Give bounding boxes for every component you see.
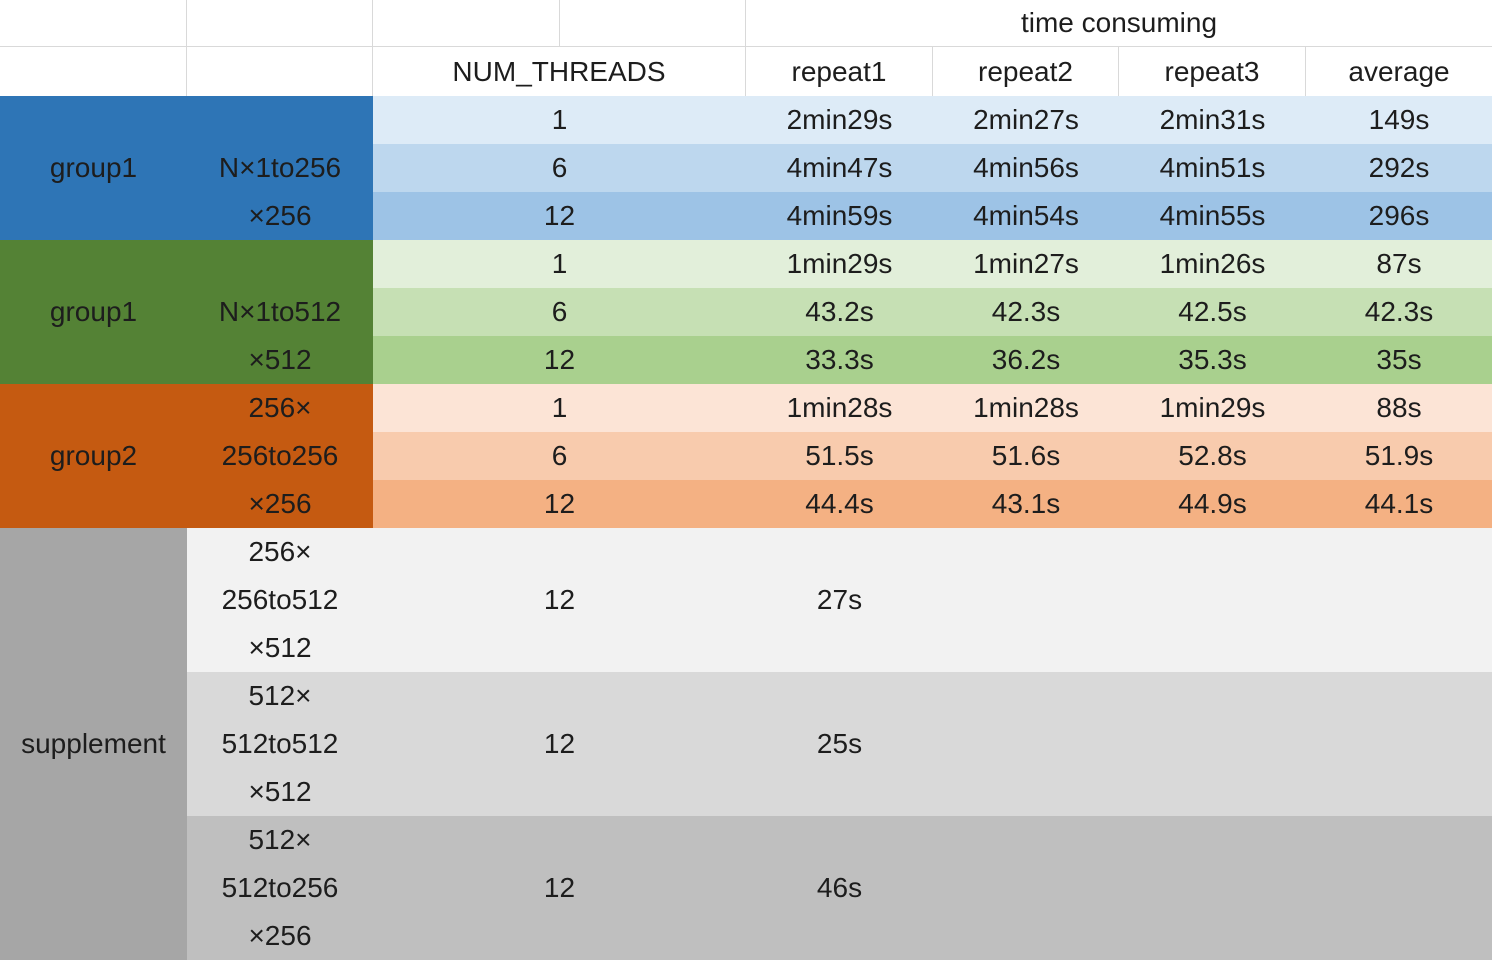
repeat2-cell: 1min28s [933, 384, 1119, 432]
group-label: group1 [0, 96, 187, 240]
average-cell: 149s [1306, 96, 1492, 144]
header-time-consuming: time consuming [746, 0, 1492, 47]
repeat1-cell: 33.3s [746, 336, 933, 384]
average-cell: 292s [1306, 144, 1492, 192]
repeat2-cell: 4min54s [933, 192, 1119, 240]
repeat1-cell: 1min28s [746, 384, 933, 432]
repeat3-cell: 42.5s [1119, 288, 1306, 336]
repeat3-cell: 44.9s [1119, 480, 1306, 528]
repeat1-cell: 1min29s [746, 240, 933, 288]
blank-cell [187, 0, 373, 47]
repeat1-cell: 25s [746, 672, 933, 816]
average-cell: 88s [1306, 384, 1492, 432]
repeat3-cell: 2min31s [1119, 96, 1306, 144]
repeat2-cell: 36.2s [933, 336, 1119, 384]
repeat3-cell: 52.8s [1119, 432, 1306, 480]
group-label: group1 [0, 240, 187, 384]
average-cell: 35s [1306, 336, 1492, 384]
threads-cell: 12 [373, 336, 746, 384]
header-average: average [1348, 55, 1450, 87]
blank-cell [0, 47, 187, 96]
header-repeat3: repeat3 [1119, 47, 1306, 96]
group-label: group2 [0, 384, 187, 528]
threads-cell: 12 [373, 816, 746, 960]
threads-cell: 1 [373, 384, 746, 432]
threads-cell: 6 [373, 144, 746, 192]
repeat2-cell: 42.3s [933, 288, 1119, 336]
repeat2-cell: 51.6s [933, 432, 1119, 480]
repeat2-cell: 2min27s [933, 96, 1119, 144]
repeat1-cell: 46s [746, 816, 933, 960]
threads-cell: 6 [373, 288, 746, 336]
repeat2-cell: 4min56s [933, 144, 1119, 192]
header-repeat1: repeat1 [746, 47, 933, 96]
repeat1-cell: 44.4s [746, 480, 933, 528]
empty-cells [933, 528, 1492, 672]
average-cell: 296s [1306, 192, 1492, 240]
group-size: 512× 512to512 ×512 [187, 672, 373, 816]
average-cell: 44.1s [1306, 480, 1492, 528]
group-size: N×1to256 ×256 [187, 96, 373, 240]
header-repeat2: repeat2 [933, 47, 1119, 96]
repeat1-cell: 2min29s [746, 96, 933, 144]
average-cell: 87s [1306, 240, 1492, 288]
group-size: 256× 256to256 ×256 [187, 384, 373, 528]
repeat1-cell: 4min59s [746, 192, 933, 240]
group-size: N×1to512 ×512 [187, 240, 373, 384]
blank-cell [560, 0, 746, 47]
empty-cells [933, 672, 1492, 816]
threads-cell: 1 [373, 240, 746, 288]
repeat1-cell: 43.2s [746, 288, 933, 336]
threads-cell: 12 [373, 480, 746, 528]
threads-cell: 6 [373, 432, 746, 480]
group-size: 512× 512to256 ×256 [187, 816, 373, 960]
repeat3-cell: 1min29s [1119, 384, 1306, 432]
repeat3-cell: 1min26s [1119, 240, 1306, 288]
repeat3-cell: 4min55s [1119, 192, 1306, 240]
group-size: 256× 256to512 ×512 [187, 528, 373, 672]
repeat3-cell: 4min51s [1119, 144, 1306, 192]
repeat1-cell: 27s [746, 528, 933, 672]
empty-cells [933, 816, 1492, 960]
blank-cell [187, 47, 373, 96]
average-cell: 42.3s [1306, 288, 1492, 336]
threads-cell: 12 [373, 672, 746, 816]
threads-cell: 12 [373, 192, 746, 240]
repeat2-cell: 1min27s [933, 240, 1119, 288]
header-num-threads: NUM_THREADS [373, 47, 746, 96]
group-label: supplement [0, 528, 187, 960]
repeat1-cell: 4min47s [746, 144, 933, 192]
blank-cell [0, 0, 187, 47]
repeat3-cell: 35.3s [1119, 336, 1306, 384]
blank-cell [373, 0, 560, 47]
average-cell: 51.9s [1306, 432, 1492, 480]
repeat1-cell: 51.5s [746, 432, 933, 480]
repeat2-cell: 43.1s [933, 480, 1119, 528]
threads-cell: 12 [373, 528, 746, 672]
threads-cell: 1 [373, 96, 746, 144]
